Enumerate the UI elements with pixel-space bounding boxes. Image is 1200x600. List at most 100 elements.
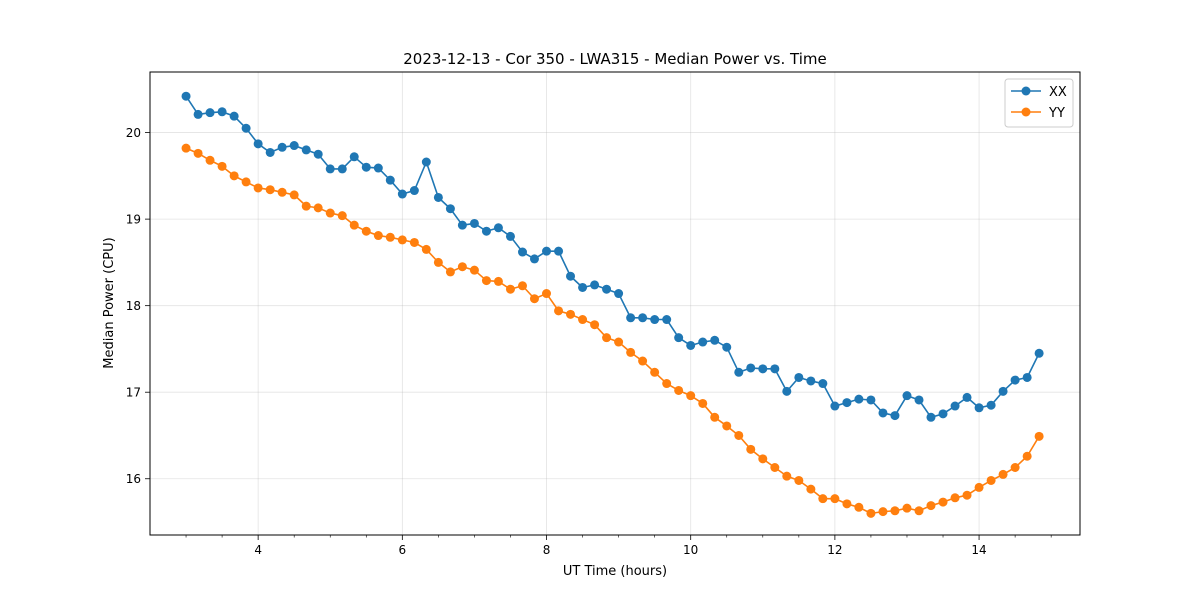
data-point-yy [229, 171, 239, 181]
data-point-xx [313, 149, 323, 159]
series-markers-yy [181, 143, 1044, 518]
data-point-yy [554, 306, 564, 316]
data-point-yy [349, 220, 359, 230]
data-point-xx [614, 289, 624, 299]
y-tick-label: 18 [126, 299, 141, 313]
data-point-yy [770, 463, 780, 472]
data-point-xx [529, 254, 539, 264]
data-point-xx [253, 139, 263, 149]
data-point-yy [397, 235, 407, 245]
data-point-yy [205, 155, 215, 165]
data-point-xx [746, 363, 756, 373]
chart-title: 2023-12-13 - Cor 350 - LWA315 - Median P… [403, 50, 827, 68]
data-point-yy [493, 276, 503, 286]
data-point-yy [529, 294, 539, 304]
data-point-xx [662, 315, 672, 325]
data-point-xx [445, 204, 455, 214]
data-point-yy [578, 315, 588, 325]
data-point-yy [385, 232, 395, 242]
data-point-yy [433, 257, 443, 267]
data-point-yy [193, 148, 203, 158]
data-point-xx [914, 395, 924, 405]
x-axis-label: UT Time (hours) [563, 564, 667, 579]
data-point-yy [830, 494, 840, 504]
data-point-xx [289, 141, 299, 151]
x-tick-label: 6 [399, 543, 407, 557]
data-point-yy [914, 506, 924, 516]
plot-frame [149, 71, 1081, 536]
data-point-yy [1010, 463, 1020, 472]
data-point-yy [854, 502, 864, 512]
data-point-xx [626, 313, 636, 323]
data-point-xx [301, 145, 311, 155]
data-point-yy [626, 347, 636, 357]
data-point-xx [722, 342, 732, 352]
data-point-xx [794, 372, 804, 382]
data-point-yy [277, 187, 287, 197]
data-point-xx [481, 226, 491, 236]
data-point-yy [698, 398, 708, 408]
data-point-xx [686, 340, 696, 350]
data-point-xx [866, 395, 876, 405]
data-point-yy [962, 490, 972, 500]
data-point-xx [986, 400, 996, 410]
data-point-yy [878, 507, 888, 517]
data-point-xx [373, 163, 383, 173]
data-point-yy [758, 454, 768, 464]
data-point-xx [193, 109, 203, 119]
data-point-yy [998, 469, 1008, 479]
data-point-xx [974, 403, 984, 413]
data-point-xx [542, 246, 552, 256]
y-axis-label: Median Power (CPU) [102, 237, 117, 368]
data-point-yy [938, 497, 948, 507]
data-point-xx [361, 162, 371, 172]
data-point-xx [265, 147, 275, 157]
data-point-yy [217, 161, 227, 171]
x-tick-label: 8 [543, 543, 551, 557]
data-point-xx [830, 401, 840, 411]
data-point-yy [890, 506, 900, 516]
data-point-xx [638, 313, 648, 323]
data-point-xx [770, 364, 780, 374]
data-point-xx [926, 412, 936, 422]
gridlines [150, 72, 1080, 535]
data-point-xx [734, 367, 744, 377]
data-point-yy [518, 281, 527, 291]
x-tick-label: 12 [827, 543, 842, 557]
data-point-yy [505, 284, 515, 294]
data-point-xx [469, 218, 479, 228]
legend-label-xx: XX [1049, 85, 1067, 100]
data-point-xx [518, 247, 527, 257]
legend-marker-yy [1021, 107, 1031, 117]
data-point-yy [926, 501, 936, 511]
data-point-yy [445, 267, 455, 277]
data-point-xx [602, 284, 612, 294]
series-layer [181, 91, 1044, 518]
data-point-xx [554, 246, 564, 256]
data-point-xx [890, 411, 900, 421]
data-point-xx [325, 164, 335, 174]
data-point-yy [950, 493, 960, 503]
data-point-yy [794, 475, 804, 485]
data-point-yy [566, 309, 576, 319]
data-point-xx [842, 398, 852, 408]
y-tick-label: 19 [126, 213, 141, 227]
data-point-xx [433, 192, 443, 202]
data-point-yy [313, 203, 323, 213]
data-point-yy [614, 337, 624, 347]
data-point-xx [181, 91, 191, 101]
data-point-yy [686, 391, 696, 401]
y-tick-label: 20 [126, 126, 141, 140]
data-point-xx [854, 394, 864, 404]
data-point-yy [902, 503, 912, 513]
data-point-xx [710, 335, 720, 345]
data-point-yy [253, 183, 263, 193]
data-point-yy [818, 494, 828, 504]
data-point-yy [289, 190, 299, 200]
data-point-xx [229, 111, 239, 121]
x-tick-label: 14 [971, 543, 986, 557]
data-point-yy [542, 289, 552, 299]
data-point-yy [986, 475, 996, 485]
data-point-xx [902, 391, 912, 401]
data-point-xx [493, 223, 503, 233]
